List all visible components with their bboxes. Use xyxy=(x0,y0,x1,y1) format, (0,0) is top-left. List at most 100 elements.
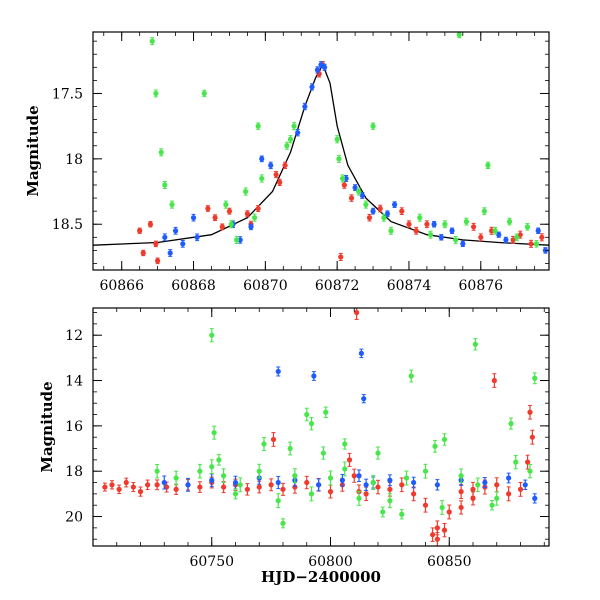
bottom-data-point xyxy=(492,374,497,388)
bottom-data-point xyxy=(380,507,385,517)
bottom-ticks: 60750 60800 608501214161820 xyxy=(65,308,549,570)
top-data-point xyxy=(243,188,248,195)
top-data-point xyxy=(432,221,437,227)
bottom-data-point xyxy=(221,469,226,483)
bottom-data-point xyxy=(530,430,535,444)
bottom-data-point xyxy=(518,482,523,496)
bottom-data-point xyxy=(375,447,380,459)
bottom-data-point xyxy=(375,480,380,493)
top-data-point xyxy=(227,208,232,214)
bottom-data-point xyxy=(475,478,480,492)
bottom-y-tick-label: 16 xyxy=(65,419,83,435)
top-data-point xyxy=(478,234,483,241)
top-data-point xyxy=(534,241,539,247)
bottom-data-point xyxy=(209,460,214,474)
bottom-data-point xyxy=(309,487,314,501)
bottom-x-axis-title: HJD−2400000 xyxy=(261,568,381,586)
bottom-data-point xyxy=(506,487,511,501)
top-data-point xyxy=(428,231,433,238)
top-data-point xyxy=(471,223,476,230)
bottom-data-point xyxy=(447,505,452,519)
bottom-data-point xyxy=(411,487,416,501)
top-panel: 60866 60868 60870 60872 60874 6087617.51818.5… xyxy=(24,32,549,294)
bottom-data-point xyxy=(269,479,274,491)
bottom-data-point xyxy=(145,480,150,489)
top-data-point xyxy=(150,38,155,45)
bottom-data-point xyxy=(409,370,414,382)
top-data-point xyxy=(460,241,465,246)
bottom-data-point xyxy=(356,470,361,481)
bottom-data-point xyxy=(523,480,528,489)
top-y-tick-label: 18.5 xyxy=(52,217,83,233)
bottom-data-point xyxy=(197,464,202,478)
bottom-data-point xyxy=(411,477,416,488)
top-data-point xyxy=(162,234,167,241)
bottom-data-point xyxy=(109,481,114,489)
bottom-data-point xyxy=(276,476,281,488)
top-x-tick-label: 60870 xyxy=(243,278,288,294)
top-x-tick-label: 60876 xyxy=(459,278,504,294)
top-data-point xyxy=(424,221,429,228)
bottom-data-point xyxy=(138,487,143,496)
bottom-data-point xyxy=(304,476,309,488)
bottom-data-point xyxy=(209,474,214,487)
top-data-point xyxy=(449,228,454,233)
bottom-y-tick-label: 20 xyxy=(65,510,83,526)
bottom-data-point xyxy=(459,485,464,499)
top-data-point xyxy=(482,208,487,215)
top-data-point xyxy=(173,227,178,234)
bottom-data-point xyxy=(342,439,347,449)
top-data-point xyxy=(234,236,239,243)
bottom-data-point xyxy=(342,462,347,476)
top-data-point xyxy=(406,221,411,228)
bottom-data-point xyxy=(304,408,309,421)
bottom-data-point xyxy=(276,494,281,508)
bottom-data-point xyxy=(280,483,285,495)
top-data-point xyxy=(388,227,393,234)
bottom-data-point xyxy=(155,464,160,477)
bottom-panel: 60750 60800 608501214161820 Magnitude HJD−… xyxy=(38,306,549,586)
bottom-data-point xyxy=(506,473,511,483)
top-data-point xyxy=(503,237,508,242)
bottom-data-point xyxy=(430,528,435,542)
bottom-data-point xyxy=(364,479,369,490)
bottom-data-point xyxy=(257,464,262,478)
top-data-point xyxy=(336,155,341,162)
bottom-data-point xyxy=(174,471,179,485)
bottom-data-point xyxy=(233,476,238,489)
bottom-data-point xyxy=(316,479,321,491)
bottom-data-point xyxy=(321,447,326,459)
top-data-point xyxy=(268,162,273,168)
bottom-data-point xyxy=(155,480,160,490)
bottom-data-point xyxy=(311,372,316,381)
top-data-point xyxy=(159,149,164,156)
bottom-x-tick-label: 60750 xyxy=(189,554,234,570)
top-x-tick-label: 60872 xyxy=(315,278,360,294)
top-data-point xyxy=(349,195,354,202)
top-data-point xyxy=(536,228,541,233)
bottom-data-point xyxy=(328,471,333,485)
top-data-point xyxy=(274,171,279,177)
top-data-point xyxy=(223,201,228,208)
top-y-axis-title: Magnitude xyxy=(24,105,42,196)
bottom-data-point xyxy=(209,329,214,342)
bottom-data-point xyxy=(404,471,409,485)
top-data-point xyxy=(180,240,185,247)
top-data-point xyxy=(464,218,469,225)
bottom-data-point xyxy=(174,484,179,494)
bottom-data-point xyxy=(494,478,499,492)
bottom-data-point xyxy=(442,434,447,446)
top-data-point xyxy=(302,103,307,109)
top-data-point xyxy=(155,258,160,264)
bottom-data-point xyxy=(532,373,537,384)
bottom-data-point xyxy=(117,485,122,493)
top-data-point xyxy=(417,214,422,221)
bottom-plot-frame xyxy=(93,308,549,546)
top-data-point xyxy=(370,208,375,214)
top-data-point xyxy=(367,214,372,221)
bottom-data-point xyxy=(261,438,266,451)
top-data-point xyxy=(453,237,458,244)
bottom-data-point xyxy=(309,417,314,429)
bottom-y-axis-title: Magnitude xyxy=(38,381,56,472)
bottom-data-point xyxy=(245,484,250,495)
